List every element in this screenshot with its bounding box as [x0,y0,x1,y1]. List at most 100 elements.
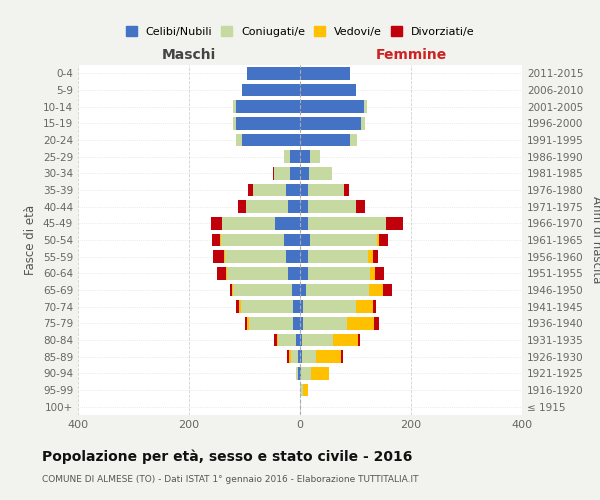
Bar [310,234,377,246]
Bar [212,234,220,246]
Bar [241,300,293,313]
Bar [300,134,350,146]
Bar [284,234,300,246]
Bar [226,267,227,280]
Text: Femmine: Femmine [376,48,446,62]
Bar [344,184,349,196]
Bar [248,184,253,196]
Bar [376,267,384,280]
Bar [233,100,236,113]
Bar [236,100,300,113]
Bar [290,167,300,179]
Bar [300,200,308,213]
Bar [370,284,383,296]
Bar [239,300,241,313]
Bar [355,300,373,313]
Bar [302,350,316,363]
Bar [236,300,239,313]
Bar [296,367,298,380]
Bar [274,167,290,179]
Bar [247,317,249,330]
Bar [303,300,355,313]
Bar [308,250,368,263]
Bar [300,217,308,230]
Bar [242,84,300,96]
Bar [238,200,246,213]
Bar [213,250,224,263]
Bar [373,300,376,313]
Bar [364,100,367,113]
Bar [286,184,300,196]
Bar [308,217,386,230]
Bar [355,200,365,213]
Bar [300,184,308,196]
Bar [300,250,308,263]
Bar [287,350,289,363]
Bar [300,84,355,96]
Bar [236,134,242,146]
Bar [300,367,301,380]
Bar [227,267,288,280]
Bar [300,150,310,163]
Bar [310,150,320,163]
Text: Popolazione per età, sesso e stato civile - 2016: Popolazione per età, sesso e stato civil… [42,450,412,464]
Y-axis label: Anni di nascita: Anni di nascita [590,196,600,284]
Bar [233,117,236,130]
Bar [308,267,370,280]
Text: Maschi: Maschi [162,48,216,62]
Bar [300,334,302,346]
Bar [302,334,333,346]
Bar [220,234,221,246]
Bar [300,300,303,313]
Bar [305,284,370,296]
Bar [293,317,300,330]
Bar [316,350,341,363]
Bar [289,350,291,363]
Bar [300,350,302,363]
Bar [377,234,379,246]
Bar [308,184,344,196]
Bar [300,67,350,80]
Legend: Celibi/Nubili, Coniugati/e, Vedovi/e, Divorziati/e: Celibi/Nubili, Coniugati/e, Vedovi/e, Di… [121,22,479,41]
Text: COMUNE DI ALMESE (TO) - Dati ISTAT 1° gennaio 2016 - Elaborazione TUTTITALIA.IT: COMUNE DI ALMESE (TO) - Dati ISTAT 1° ge… [42,475,419,484]
Bar [245,317,247,330]
Bar [370,267,376,280]
Bar [300,234,310,246]
Bar [350,134,356,146]
Bar [300,284,305,296]
Bar [288,267,300,280]
Bar [298,350,300,363]
Bar [249,317,293,330]
Bar [296,334,300,346]
Bar [311,367,329,380]
Bar [225,250,286,263]
Bar [301,367,311,380]
Bar [300,100,364,113]
Bar [383,284,392,296]
Bar [358,334,361,346]
Bar [221,234,284,246]
Bar [224,250,225,263]
Bar [300,117,361,130]
Bar [247,67,300,80]
Bar [361,117,365,130]
Bar [308,200,355,213]
Bar [236,117,300,130]
Bar [275,217,300,230]
Bar [386,217,403,230]
Bar [246,200,288,213]
Bar [368,250,373,263]
Bar [341,350,343,363]
Bar [211,217,223,230]
Bar [292,284,300,296]
Bar [274,334,277,346]
Bar [333,334,358,346]
Bar [277,334,278,346]
Bar [300,384,303,396]
Bar [233,284,292,296]
Bar [232,284,233,296]
Bar [303,384,308,396]
Bar [278,334,296,346]
Bar [300,317,303,330]
Bar [298,367,300,380]
